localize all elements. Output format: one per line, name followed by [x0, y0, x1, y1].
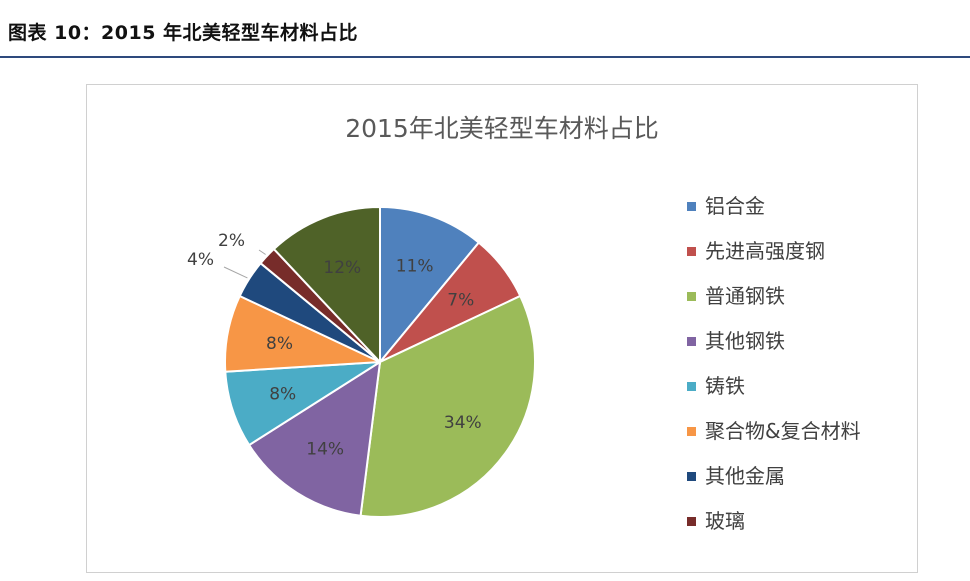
- pie-slice: [379, 205, 481, 365]
- slice-data-label: 12%: [323, 258, 361, 278]
- legend-swatch: [687, 337, 696, 346]
- legend-swatch: [687, 472, 696, 481]
- pie-slice: [272, 205, 381, 365]
- pie-slice-labels: 11% 7% 34% 14% 8% 8% 4%2% 12%: [187, 231, 482, 459]
- pie-slice: [359, 294, 536, 518]
- pie-chart: 2015年北美轻型车材料占比 11% 7% 34% 14% 8% 8% 4%2% 12% 铝合…: [187, 114, 861, 533]
- slice-data-label: 11%: [396, 257, 434, 277]
- slice-data-label: 8%: [266, 334, 293, 354]
- legend-label: 聚合物&复合材料: [705, 419, 861, 443]
- legend-swatch: [687, 517, 696, 526]
- leader-line: [258, 249, 266, 255]
- slice-data-label: 14%: [306, 439, 344, 459]
- legend-swatch: [687, 382, 696, 391]
- legend-swatch: [687, 292, 696, 301]
- pie-slices: [224, 205, 536, 518]
- legend-label: 其他钢铁: [705, 329, 785, 353]
- legend-label: 铝合金: [705, 194, 765, 218]
- legend-swatch: [687, 427, 696, 436]
- figure-caption: 图表 10：2015 年北美轻型车材料占比: [8, 22, 359, 44]
- pie-slice: [247, 360, 382, 517]
- legend-label: 铸铁: [705, 374, 745, 398]
- slice-data-label: 2%: [218, 231, 245, 251]
- legend-swatch: [687, 202, 696, 211]
- chart-title: 2015年北美轻型车材料占比: [345, 114, 659, 143]
- legend-label: 其他金属: [705, 464, 785, 488]
- legend-label: 先进高强度钢: [705, 239, 825, 263]
- slice-data-label: 8%: [269, 385, 296, 405]
- legend-label: 普通钢铁: [705, 284, 785, 308]
- caption-rule: [0, 56, 970, 58]
- slice-data-label: 7%: [447, 290, 474, 310]
- chart-frame: 2015年北美轻型车材料占比 11% 7% 34% 14% 8% 8% 4% 2% 12% 铝合…: [86, 84, 918, 573]
- slice-data-label: 4%: [187, 250, 214, 270]
- legend-swatch: [687, 247, 696, 256]
- legend-label: 玻璃: [705, 509, 745, 533]
- slice-data-label: 34%: [444, 413, 482, 433]
- leader-line: [223, 266, 248, 279]
